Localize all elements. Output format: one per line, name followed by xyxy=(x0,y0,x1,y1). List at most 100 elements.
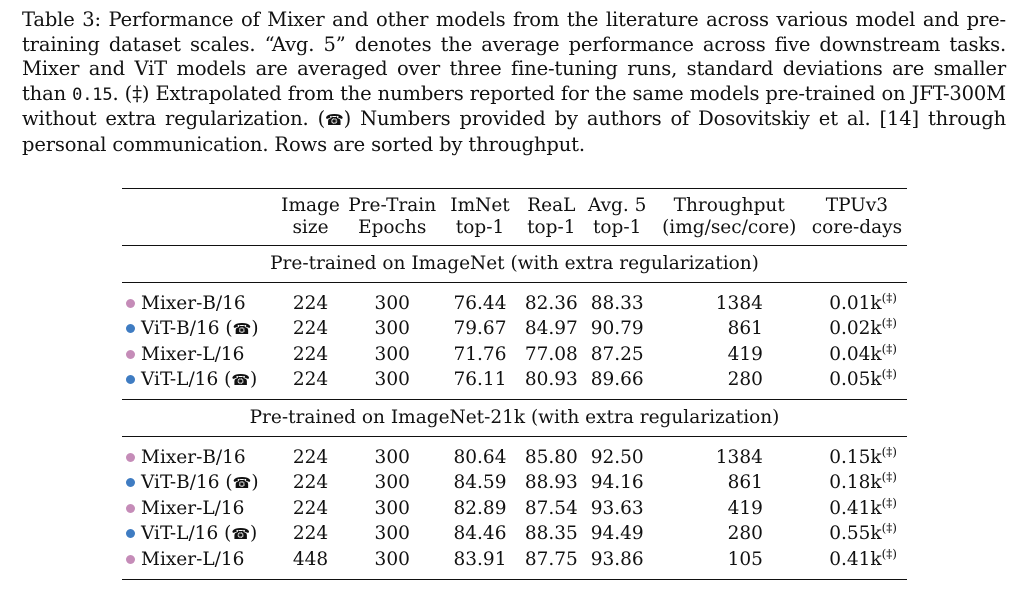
imnet-cell: 80.64 xyxy=(453,446,507,468)
table-row: Mixer-L/16 224 300 71.76 77.08 87.25 419 0.04k(… xyxy=(122,342,907,368)
imnet-cell: 76.11 xyxy=(453,369,507,391)
extrapolated-mark: (‡) xyxy=(881,444,897,459)
real-cell: 84.97 xyxy=(524,318,578,340)
throughput-cell: 861 xyxy=(727,472,763,494)
extrapolated-mark: (‡) xyxy=(881,341,897,356)
phone-paren-close: ) xyxy=(250,369,258,391)
imnet-cell: 82.89 xyxy=(453,497,507,519)
avg5-cell: 90.79 xyxy=(590,318,644,340)
tpu-value: 0.04k xyxy=(829,343,882,365)
throughput-cell: 419 xyxy=(727,497,763,519)
tpu-value: 0.05k xyxy=(829,369,882,391)
image-size-cell: 224 xyxy=(292,472,329,494)
header-avg5-top1: Avg. 5 top-1 xyxy=(583,189,652,246)
imnet-cell: 84.46 xyxy=(453,523,507,545)
imnet-cell: 83.91 xyxy=(453,548,507,570)
image-size-cell: 224 xyxy=(292,446,329,468)
extrapolated-mark: (‡) xyxy=(881,521,897,536)
header-imnet-top1: ImNet top-1 xyxy=(440,189,520,246)
mixer-dot-icon xyxy=(126,452,135,462)
epochs-cell: 300 xyxy=(374,369,410,391)
table-row: Mixer-B/16 224 300 80.64 85.80 92.50 1384 0.15k… xyxy=(122,437,907,471)
image-size-cell: 448 xyxy=(292,548,329,570)
header-real-top1: ReaL top-1 xyxy=(520,189,583,246)
header-avg5-top1-line2: top-1 xyxy=(592,217,642,238)
caption-lead: Table 3: Performance of Mixer and other … xyxy=(22,8,1006,105)
table-row: Mixer-B/16 224 300 76.44 82.36 88.33 1384 0.01k… xyxy=(122,283,907,317)
image-size-cell: 224 xyxy=(292,369,329,391)
image-size-cell: 224 xyxy=(292,523,329,545)
extrapolated-mark: (‡) xyxy=(881,367,897,382)
epochs-cell: 300 xyxy=(374,318,410,340)
real-cell: 88.35 xyxy=(524,523,578,545)
throughput-cell: 419 xyxy=(727,343,763,365)
epochs-cell: 300 xyxy=(374,343,410,365)
real-cell: 82.36 xyxy=(524,292,578,314)
header-real-top1-line1: ReaL xyxy=(527,195,576,216)
tpu-core-days-cell: 0.18k(‡) xyxy=(807,471,907,497)
header-image-size: Image size xyxy=(277,189,345,246)
table-row: Mixer-L/16 448 300 83.91 87.75 93.86 105 0.41k(… xyxy=(122,547,907,579)
real-cell: 85.80 xyxy=(524,446,578,468)
table-row: ViT-B/16 (☎) 224 300 84.59 88.93 94.16 861 0.18… xyxy=(122,471,907,497)
header-pretrain-epochs: Pre-Train Epochs xyxy=(344,189,440,246)
table-row: ViT-L/16 (☎) 224 300 76.11 80.93 89.66 280 0.05… xyxy=(122,368,907,400)
tpu-value: 0.02k xyxy=(829,318,882,340)
model-cell: Mixer-L/16 xyxy=(122,547,277,579)
model-cell: ViT-B/16 (☎) xyxy=(122,471,277,497)
table-row: ViT-B/16 (☎) 224 300 79.67 84.97 90.79 861 0.02… xyxy=(122,317,907,343)
model-name: Mixer-B/16 xyxy=(141,292,246,314)
phone-icon: ☎ xyxy=(231,525,251,544)
imnet-cell: 79.67 xyxy=(453,318,507,340)
avg5-cell: 87.25 xyxy=(590,343,644,365)
extrapolated-mark: (‡) xyxy=(881,290,897,305)
header-tpu-core-days-line2: core-days xyxy=(811,217,903,238)
vit-dot-icon xyxy=(126,529,135,539)
model-name: ViT-B/16 ( xyxy=(141,472,233,494)
real-cell: 87.75 xyxy=(524,548,578,570)
model-name: Mixer-L/16 xyxy=(141,497,245,519)
phone-paren-close: ) xyxy=(251,472,259,494)
model-cell: Mixer-B/16 xyxy=(122,437,277,471)
header-throughput-line2: (img/sec/core) xyxy=(662,217,797,238)
imnet-cell: 76.44 xyxy=(453,292,507,314)
phone-icon: ☎ xyxy=(325,111,344,129)
throughput-cell: 1384 xyxy=(715,446,763,468)
model-name: ViT-B/16 ( xyxy=(141,318,233,340)
table-row: Mixer-L/16 224 300 82.89 87.54 93.63 419 0.41k(… xyxy=(122,496,907,522)
model-name: ViT-L/16 ( xyxy=(141,369,232,391)
tpu-core-days-cell: 0.04k(‡) xyxy=(807,342,907,368)
throughput-cell: 280 xyxy=(727,369,763,391)
model-name: ViT-L/16 ( xyxy=(141,523,232,545)
caption-middle: . (‡) Extrapolated from the numbers repo… xyxy=(22,81,1006,131)
caption-std-value: 0.15 xyxy=(72,84,113,105)
mixer-dot-icon xyxy=(126,503,135,513)
header-tpu-core-days: TPUv3 core-days xyxy=(807,189,907,246)
throughput-cell: 1384 xyxy=(715,292,763,314)
image-size-cell: 224 xyxy=(292,292,329,314)
avg5-cell: 92.50 xyxy=(590,446,644,468)
tpu-core-days-cell: 0.02k(‡) xyxy=(807,317,907,343)
table-row: ViT-L/16 (☎) 224 300 84.46 88.35 94.49 280 0.55… xyxy=(122,522,907,548)
header-model xyxy=(122,189,277,246)
real-cell: 87.54 xyxy=(524,497,578,519)
extrapolated-mark: (‡) xyxy=(881,546,897,561)
avg5-cell: 94.49 xyxy=(590,523,644,545)
epochs-cell: 300 xyxy=(374,523,410,545)
avg5-cell: 93.63 xyxy=(590,497,644,519)
header-image-size-line1: Image xyxy=(281,195,340,216)
header-avg5-top1-line1: Avg. 5 xyxy=(587,195,647,216)
model-cell: ViT-L/16 (☎) xyxy=(122,522,277,548)
header-throughput-line1: Throughput xyxy=(673,195,785,216)
throughput-cell: 105 xyxy=(727,548,763,570)
mixer-dot-icon xyxy=(126,298,135,308)
model-name: Mixer-B/16 xyxy=(141,446,246,468)
model-cell: Mixer-L/16 xyxy=(122,342,277,368)
mixer-dot-icon xyxy=(126,349,135,359)
header-real-top1-line2: top-1 xyxy=(527,217,576,238)
image-size-cell: 224 xyxy=(292,497,329,519)
table-body: Pre-trained on ImageNet (with extra regu… xyxy=(122,245,907,579)
epochs-cell: 300 xyxy=(374,446,410,468)
model-name: Mixer-L/16 xyxy=(141,548,245,570)
tpu-value: 0.15k xyxy=(829,446,882,468)
